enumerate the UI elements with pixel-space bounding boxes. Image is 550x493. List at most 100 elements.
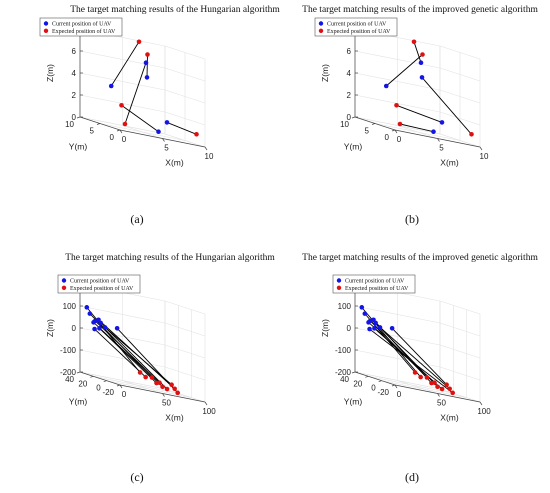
panel-caption: (d) (405, 470, 419, 484)
x-tick-mark (437, 138, 440, 142)
side-wall-gridline (164, 89, 206, 104)
x-tick-mark (204, 146, 208, 151)
z-tick-label: 6 (72, 47, 77, 56)
current-position-point (362, 311, 368, 316)
z-tick-label: 0 (72, 113, 77, 122)
legend-box (332, 274, 416, 294)
legend-current-label: Current position of UAV (327, 21, 387, 28)
x-tick-mark (162, 138, 165, 142)
expected-position-point (412, 370, 418, 375)
y-axis-label: Y(m) (69, 142, 88, 152)
current-position-point (114, 325, 120, 331)
current-position-point (367, 326, 372, 332)
side-wall-gridline (439, 344, 481, 359)
z-tick-label: 100 (63, 302, 77, 311)
expected-position-point (143, 374, 148, 380)
legend-expected-label: Expected position of UAV (52, 28, 116, 35)
matching-line (166, 121, 197, 135)
current-position-point (372, 326, 377, 331)
x-axis-label: X(m) (165, 158, 184, 168)
y-tick-mark (378, 380, 382, 382)
floor-gridline (374, 123, 461, 141)
side-wall-gridline (164, 388, 206, 403)
expected-position-point (175, 390, 180, 396)
y-tick-label: 10 (65, 120, 74, 129)
x-tick-label: 0 (122, 390, 127, 399)
legend-current-label: Current position of UAV (345, 278, 405, 285)
side-wall-gridline (439, 133, 481, 148)
matching-line (94, 328, 146, 378)
expected-position-point (122, 121, 128, 127)
expected-position-point (439, 386, 445, 392)
legend-box (314, 17, 398, 37)
y-tick-mark (76, 371, 81, 374)
legend-current-label: Current position of UAV (52, 21, 112, 28)
legend-current-marker (61, 278, 67, 283)
x-tick-mark (162, 393, 165, 397)
current-position-point (102, 325, 108, 330)
legend-box (57, 274, 141, 294)
matching-line (86, 307, 141, 373)
z-tick-label: 2 (347, 91, 352, 100)
side-wall-gridline (164, 133, 206, 148)
z-tick-label: 4 (347, 69, 352, 78)
matching-line (100, 322, 168, 390)
legend-expected-label: Expected position of UAV (327, 28, 391, 35)
y-tick-mark (351, 116, 356, 119)
matching-line (124, 62, 147, 125)
matching-line (379, 327, 450, 390)
expected-position-point (160, 384, 165, 390)
back-wall-gridline (354, 371, 441, 390)
z-tick-label: -100 (335, 346, 352, 355)
y-tick-label: 0 (110, 133, 115, 142)
y-tick-label: 40 (65, 375, 74, 384)
floor-gridline (122, 380, 163, 394)
legend-current-label: Current position of UAV (70, 278, 130, 285)
x-tick-mark (394, 384, 398, 389)
y-tick-mark (96, 123, 101, 125)
y-tick-label: 0 (371, 384, 376, 393)
y-tick-mark (391, 384, 396, 387)
matching-line (421, 77, 472, 135)
x-tick-label: 5 (439, 144, 444, 153)
x-tick-label: 50 (437, 399, 446, 408)
matching-line (396, 104, 443, 123)
x-tick-mark (479, 146, 483, 151)
matching-line (369, 328, 453, 394)
z-tick-label: 4 (72, 69, 77, 78)
expected-position-point (447, 386, 452, 392)
back-wall-gridline (79, 116, 166, 135)
x-tick-label: 0 (397, 135, 402, 144)
expected-position-point (136, 39, 142, 45)
floor-gridline (397, 380, 438, 394)
current-position-point (389, 325, 395, 331)
side-wall-gridline (439, 89, 481, 104)
current-position-point (383, 83, 389, 89)
x-tick-label: 0 (397, 390, 402, 399)
current-position-point (418, 60, 424, 65)
y-tick-label: -20 (102, 388, 114, 397)
y-tick-label: 20 (78, 379, 87, 388)
expected-position-point (137, 370, 143, 375)
z-tick-label: 0 (347, 113, 352, 122)
y-tick-mark (76, 116, 81, 119)
z-tick-label: 0 (72, 324, 77, 333)
side-wall-gridline (164, 67, 206, 82)
panel-caption: (a) (130, 212, 143, 226)
y-tick-mark (365, 376, 369, 378)
y-tick-label: 40 (340, 375, 349, 384)
z-tick-label: 100 (338, 302, 352, 311)
panel-1: The target matching results of the Hunga… (39, 4, 280, 226)
z-tick-label: 0 (347, 324, 352, 333)
chart-title: The target matching results of the Hunga… (70, 4, 280, 15)
y-axis-label: Y(m) (344, 397, 363, 407)
panel-caption: (b) (405, 212, 419, 226)
back-wall-gridline (354, 50, 441, 69)
matching-line (399, 123, 434, 133)
expected-position-point (145, 52, 150, 57)
legend-expected-marker (318, 28, 324, 33)
y-tick-mark (371, 123, 376, 125)
